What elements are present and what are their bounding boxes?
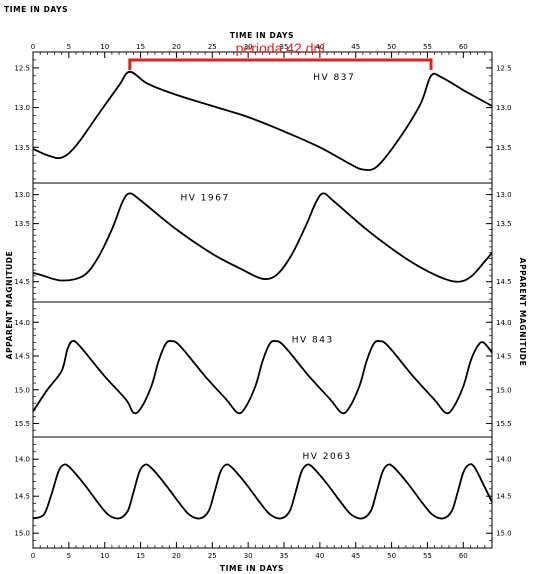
top-x-axis: 0 5 10 15 20 25 30 35 40 45 50 55 60 [31, 43, 493, 58]
light-curve-line [32, 192, 493, 283]
top-axis-caption: TIME IN DAYS [230, 31, 294, 40]
panel-1: 12.5 12.5 13.0 13.0 13.5 13.5 HV 837 [14, 59, 512, 180]
left-y-tick-label: 13.0 [14, 104, 30, 112]
left-axis-caption: APPARENT MAGNITUDE [5, 251, 14, 360]
bottom-x-tick-label: 40 [315, 552, 324, 560]
right-y-tick-label: 13.0 [496, 191, 512, 199]
panel-3: 14.0 14.0 14.5 14.5 15.0 15.0 15.5 15.5 HV 843 [14, 301, 512, 431]
bottom-x-tick-label: 30 [244, 552, 253, 560]
left-y-tick-label: 12.5 [14, 64, 30, 72]
left-y-tick-label: 15.0 [14, 530, 30, 538]
bottom-x-tick-label: 0 [31, 552, 35, 560]
right-y-tick-label: 14.5 [496, 353, 512, 361]
bottom-x-tick-label: 20 [172, 552, 181, 560]
top-x-tick-label: 50 [387, 43, 396, 51]
top-x-tick-label: 0 [31, 43, 35, 51]
bottom-x-tick-label: 15 [136, 552, 145, 560]
corner-caption: TIME IN DAYS [4, 5, 68, 14]
top-x-tick-label: 20 [172, 43, 181, 51]
right-y-tick-label: 15.5 [496, 420, 512, 428]
bottom-x-tick-label: 60 [459, 552, 468, 560]
star-label: HV 2063 [302, 452, 351, 462]
plot-frame [32, 51, 493, 549]
star-label: HV 1967 [181, 193, 230, 203]
right-y-tick-label: 13.5 [496, 144, 512, 152]
left-y-tick-label: 14.5 [14, 493, 30, 501]
right-axis-caption: APPARENT MAGNITUDE [518, 258, 527, 367]
left-y-tick-label: 14.5 [14, 353, 30, 361]
top-x-tick-label: 25 [208, 43, 217, 51]
right-y-tick-label: 15.0 [496, 386, 512, 394]
top-x-tick-label: 15 [136, 43, 145, 51]
left-y-tick-label: 15.5 [14, 420, 30, 428]
top-x-tick-label: 5 [67, 43, 71, 51]
left-y-tick-label: 13.5 [14, 144, 30, 152]
right-y-tick-label: 14.5 [496, 493, 512, 501]
top-x-tick-label: 10 [100, 43, 109, 51]
right-y-tick-label: 14.5 [496, 278, 512, 286]
top-x-tick-label: 45 [351, 43, 360, 51]
right-y-tick-label: 13.0 [496, 104, 512, 112]
right-y-tick-label: 12.5 [496, 64, 512, 72]
light-curve-line [32, 70, 493, 171]
bottom-x-tick-label: 45 [351, 552, 360, 560]
panel-4: 14.0 14.0 14.5 14.5 15.0 15.0 HV 2063 [14, 436, 512, 541]
light-curve-line [32, 339, 493, 415]
left-y-tick-label: 14.5 [14, 278, 30, 286]
top-x-tick-label: 40 [315, 43, 324, 51]
light-curve-line [32, 463, 493, 520]
period-annotation: perioda 42 dní [128, 40, 433, 70]
star-label: HV 837 [313, 73, 355, 83]
bottom-x-tick-label: 55 [423, 552, 432, 560]
bottom-x-tick-label: 50 [387, 552, 396, 560]
panel-2: 13.0 13.0 13.5 13.5 14.5 14.5 HV 1967 [14, 182, 512, 300]
left-y-tick-label: 14.0 [14, 456, 30, 464]
right-y-tick-label: 13.5 [496, 220, 512, 228]
right-y-tick-label: 14.0 [496, 319, 512, 327]
bottom-x-tick-label: 10 [100, 552, 109, 560]
bottom-axis-caption: TIME IN DAYS [220, 564, 284, 573]
period-label: perioda 42 dní [236, 40, 326, 56]
top-x-tick-label: 35 [280, 43, 289, 51]
top-x-tick-label: 55 [423, 43, 432, 51]
right-y-tick-label: 15.0 [496, 530, 512, 538]
top-x-tick-label: 60 [459, 43, 468, 51]
top-x-tick-label: 30 [244, 43, 253, 51]
left-y-tick-label: 13.0 [14, 191, 30, 199]
bottom-x-axis: 0 5 10 15 20 25 30 35 40 45 50 55 60 [31, 542, 493, 560]
left-y-tick-label: 13.5 [14, 220, 30, 228]
bottom-x-tick-label: 5 [67, 552, 71, 560]
left-y-tick-label: 15.0 [14, 386, 30, 394]
left-y-tick-label: 14.0 [14, 319, 30, 327]
right-y-tick-label: 14.0 [496, 456, 512, 464]
bottom-x-tick-label: 25 [208, 552, 217, 560]
star-label: HV 843 [292, 336, 334, 346]
bottom-x-tick-label: 35 [280, 552, 289, 560]
